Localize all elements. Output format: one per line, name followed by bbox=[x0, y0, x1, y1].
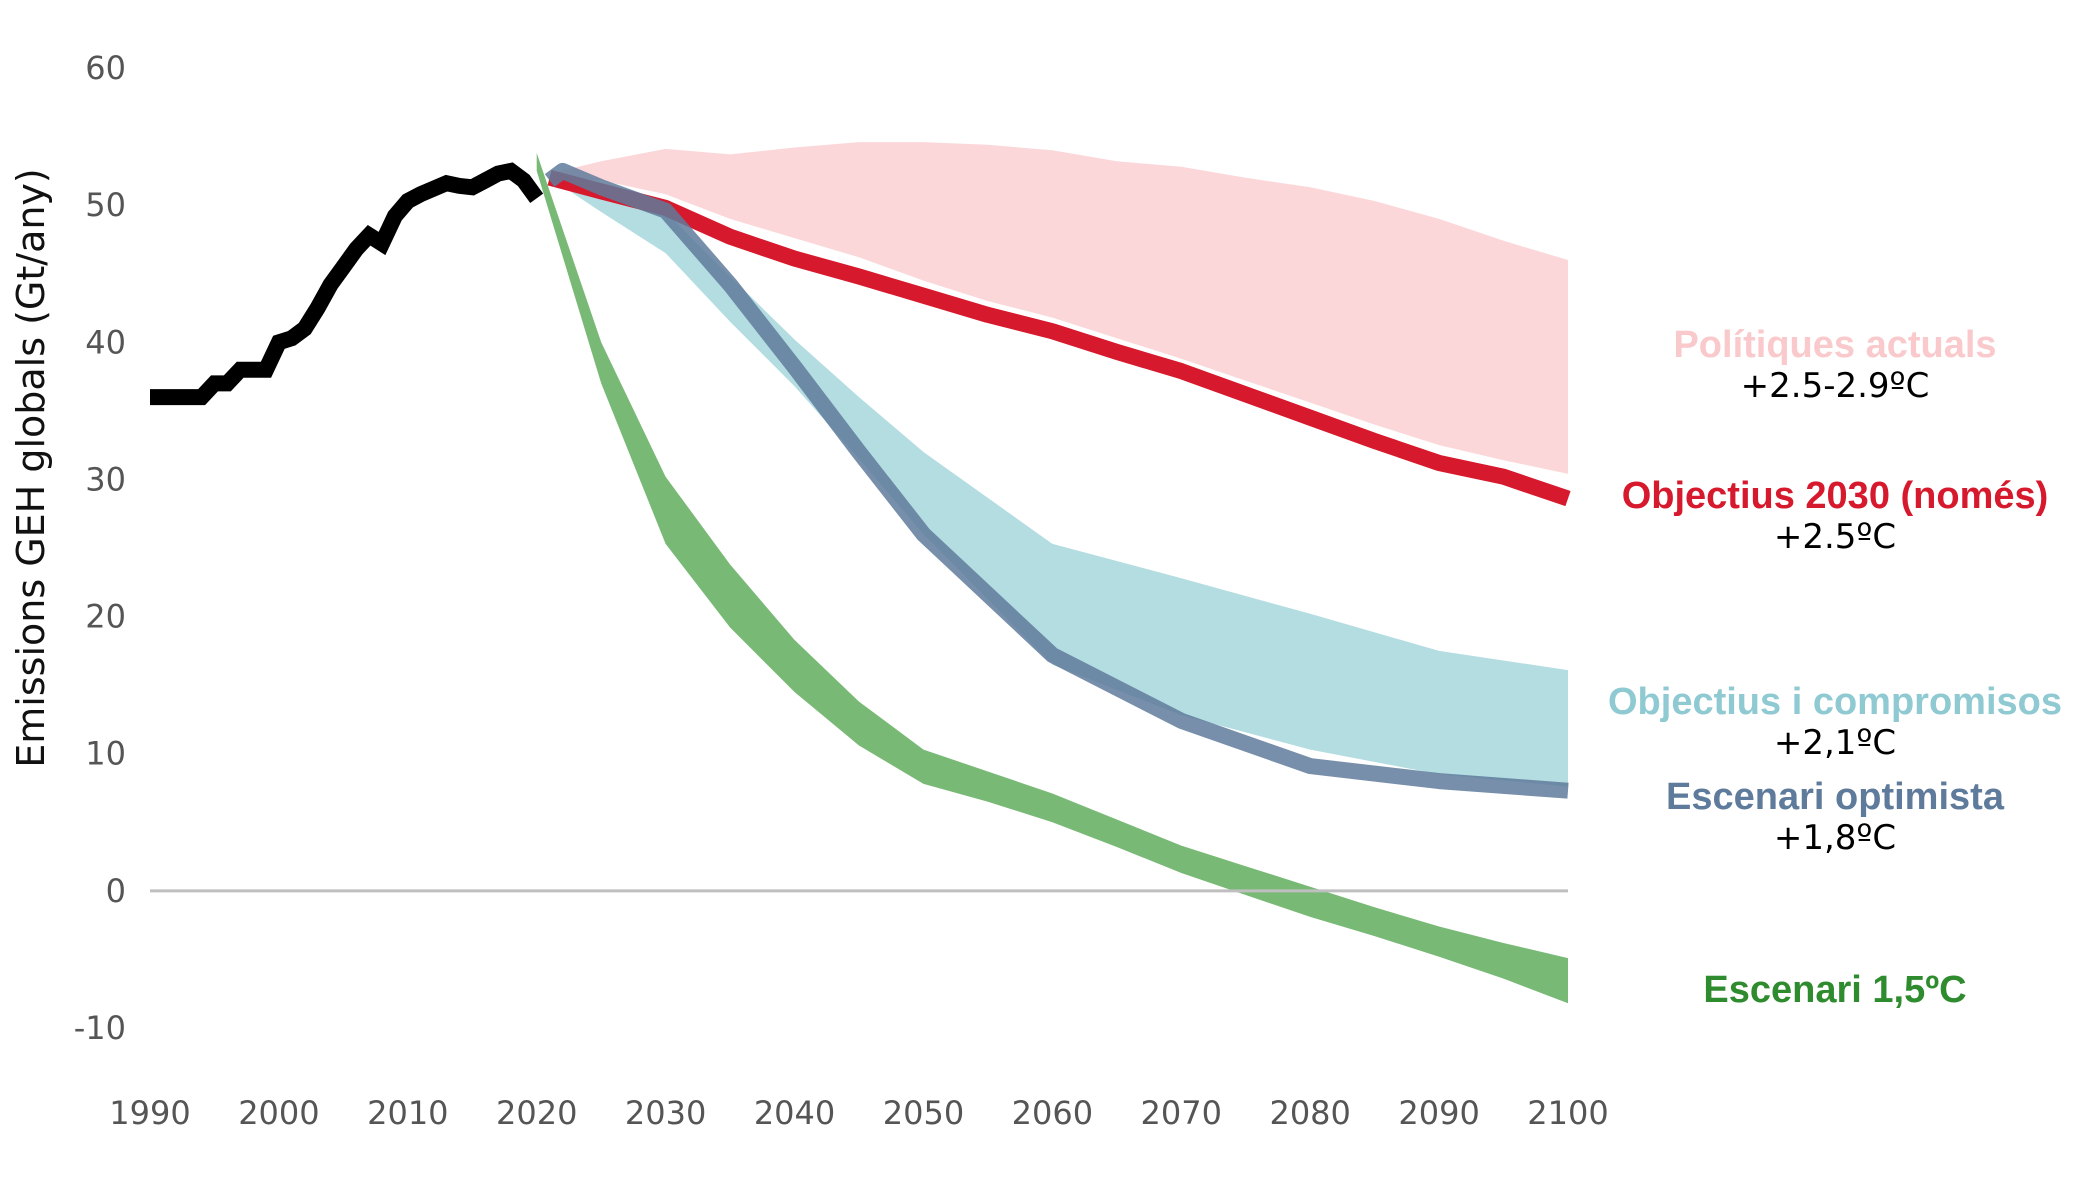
axis-ticks: 1990 2000 2010 2020 2030 2040 2050 2060 2070 2080… bbox=[74, 49, 1609, 1132]
scenario-bands bbox=[536, 142, 1569, 1004]
y-tick-label: -10 bbox=[74, 1009, 126, 1047]
temp-escenari-optimista: +1,8ºC bbox=[1774, 818, 1896, 858]
x-tick-label: 2080 bbox=[1269, 1094, 1350, 1132]
line-escenari-optimista bbox=[544, 162, 1569, 799]
x-tick-label: 2060 bbox=[1012, 1094, 1093, 1132]
y-tick-label: 0 bbox=[106, 872, 126, 910]
y-tick-label: 10 bbox=[85, 735, 126, 773]
y-tick-label: 40 bbox=[85, 323, 126, 361]
x-tick-label: 2040 bbox=[754, 1094, 835, 1132]
x-tick-label: 1990 bbox=[109, 1094, 190, 1132]
scenario-lines bbox=[150, 162, 1571, 799]
line-objectius-2030-nomes bbox=[547, 169, 1571, 507]
temp-politiques-actuals: +2.5-2.9ºC bbox=[1741, 366, 1930, 406]
series-annotations: Polítiques actuals+2.5-2.9ºC Objectius 20… bbox=[1608, 324, 2062, 1011]
temp-objectius-i-compromisos: +2,1ºC bbox=[1774, 723, 1896, 763]
y-tick-label: 30 bbox=[85, 460, 126, 498]
label-escenari-1-5-c: Escenari 1,5ºC bbox=[1703, 969, 1966, 1011]
x-tick-label: 2100 bbox=[1527, 1094, 1608, 1132]
y-axis-label: Emissions GEH globals (Gt/any) bbox=[9, 168, 53, 767]
label-objectius-i-compromisos: Objectius i compromisos bbox=[1608, 681, 2062, 723]
x-tick-label: 2020 bbox=[496, 1094, 577, 1132]
x-tick-label: 2070 bbox=[1141, 1094, 1222, 1132]
x-tick-label: 2090 bbox=[1398, 1094, 1479, 1132]
label-politiques-actuals: Polítiques actuals bbox=[1673, 324, 1996, 366]
temp-objectius-2030-nomes: +2.5ºC bbox=[1774, 517, 1896, 557]
y-tick-label: 60 bbox=[85, 49, 126, 87]
y-tick-label: 20 bbox=[85, 598, 126, 636]
x-tick-label: 2000 bbox=[238, 1094, 319, 1132]
label-objectius-2030-nomes: Objectius 2030 (només) bbox=[1622, 475, 2049, 517]
band-politiques-actuals bbox=[549, 142, 1568, 474]
x-tick-label: 2050 bbox=[883, 1094, 964, 1132]
band-objectius-i-compromisos bbox=[549, 173, 1568, 787]
x-tick-label: 2030 bbox=[625, 1094, 706, 1132]
y-tick-label: 50 bbox=[85, 186, 126, 224]
x-tick-label: 2010 bbox=[367, 1094, 448, 1132]
line-historical bbox=[150, 162, 544, 406]
label-escenari-optimista: Escenari optimista bbox=[1666, 776, 2005, 818]
